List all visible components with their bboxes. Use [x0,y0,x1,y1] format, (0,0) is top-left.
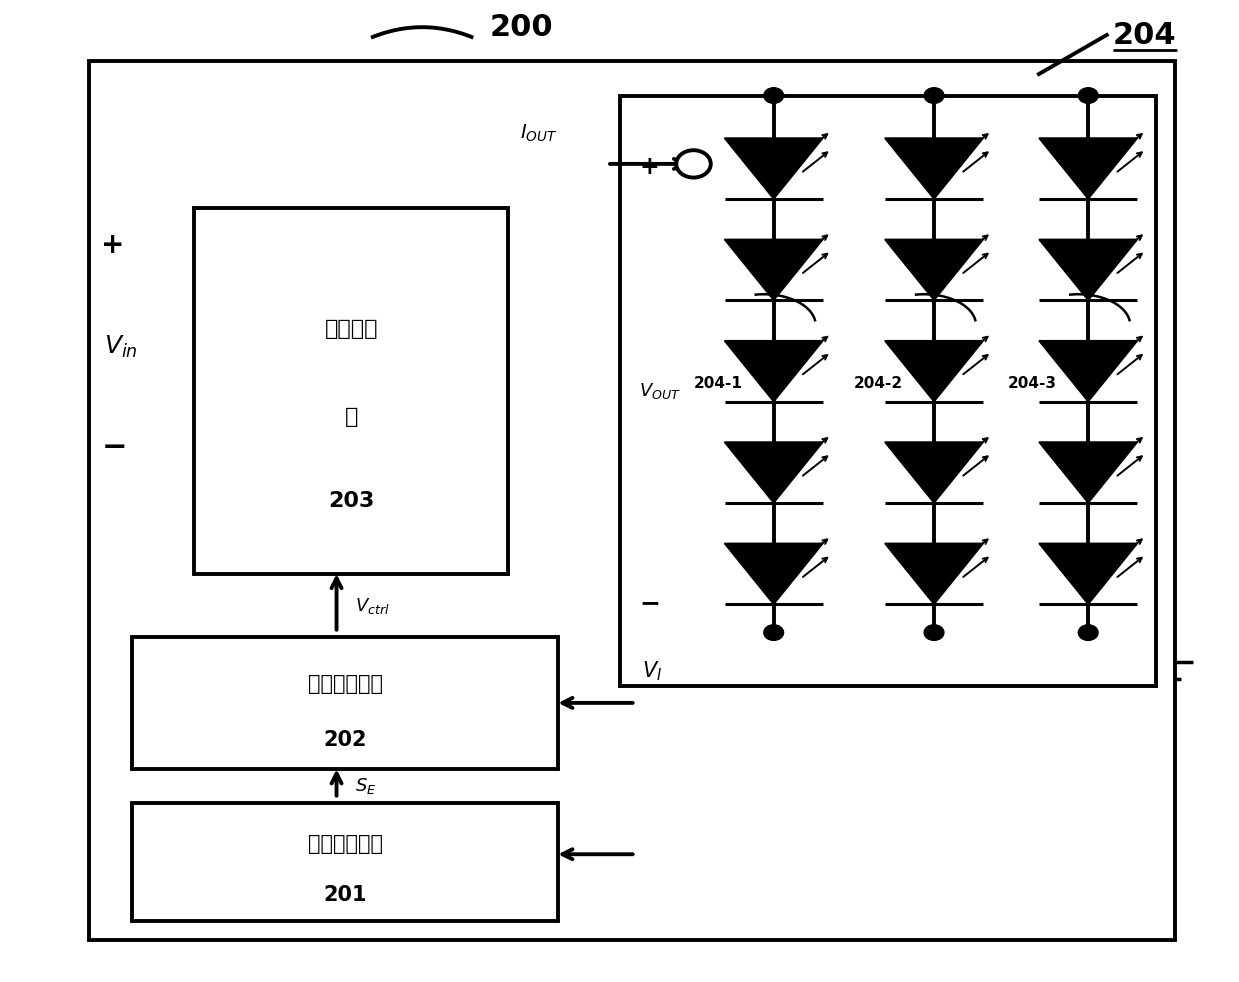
Circle shape [763,87,783,103]
Text: 204-3: 204-3 [1009,376,1057,391]
Text: 203: 203 [328,491,374,511]
Text: −: − [102,432,126,462]
Polygon shape [725,240,823,300]
Polygon shape [1040,442,1137,503]
Bar [133,803,558,921]
Bar [133,637,558,769]
Text: $V_{OUT}$: $V_{OUT}$ [639,381,681,401]
Text: +: + [102,231,125,259]
Polygon shape [1040,341,1137,402]
Text: −: − [639,591,660,616]
Circle shape [924,87,944,103]
Circle shape [763,625,783,640]
Polygon shape [885,442,984,503]
Text: 204-1: 204-1 [694,376,742,391]
Text: 200: 200 [489,13,554,41]
Polygon shape [885,240,984,300]
Bar [195,208,508,574]
Text: +: + [639,155,659,179]
Polygon shape [725,442,823,503]
Polygon shape [885,138,984,199]
Text: $V_{ctrl}$: $V_{ctrl}$ [356,596,390,616]
Circle shape [676,150,711,178]
Bar [620,95,1156,686]
Circle shape [1078,87,1098,103]
Text: $I_{OUT}$: $I_{OUT}$ [520,123,559,144]
Polygon shape [725,543,823,604]
Polygon shape [725,341,823,402]
Bar [89,61,1175,940]
Text: $S_E$: $S_E$ [356,777,377,796]
Text: $V_{in}$: $V_{in}$ [104,333,138,359]
Text: 204: 204 [1113,21,1177,49]
Circle shape [924,625,944,640]
Polygon shape [725,138,823,199]
Text: 功率级电: 功率级电 [325,319,378,339]
Text: 失效判断电路: 失效判断电路 [307,835,383,854]
Polygon shape [885,341,984,402]
Text: 电流控制电路: 电流控制电路 [307,674,383,693]
Text: $V_I$: $V_I$ [642,660,662,683]
Polygon shape [885,543,984,604]
Text: 202: 202 [323,731,367,750]
Polygon shape [1040,138,1137,199]
Circle shape [1078,625,1098,640]
Text: 路: 路 [344,407,358,426]
Polygon shape [1040,240,1137,300]
Polygon shape [1040,543,1137,604]
Text: 204-2: 204-2 [854,376,903,391]
Text: 201: 201 [323,885,367,904]
